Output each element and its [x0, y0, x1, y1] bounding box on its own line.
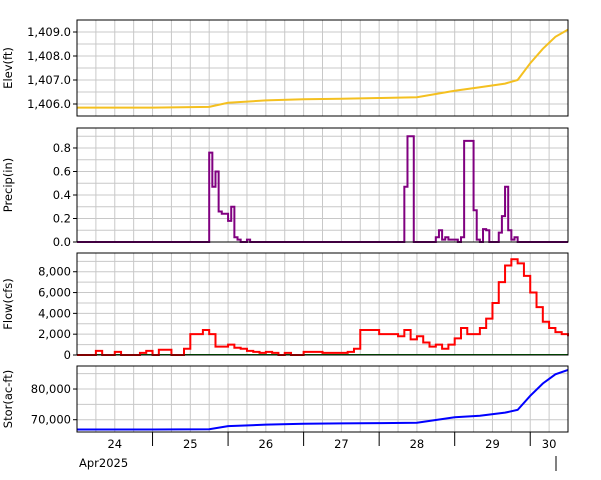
- panels-layer: 1,406.01,407.01,408.01,409.0Elev(ft)0.00…: [1, 19, 569, 433]
- y-tick-label: 1,408.0: [27, 49, 71, 63]
- panel-stor-ac-ft: 70,000 80,000 Stor(ac-ft): [1, 365, 569, 433]
- panel-precip-in: 0.0 0.2 0.4 0.6 0.8 Precip(in): [1, 127, 569, 249]
- x-tick-label: 26: [259, 437, 274, 451]
- x-tick-label: 30: [542, 437, 557, 451]
- series-line-elev-ft: [77, 28, 569, 109]
- y-axis-title: Stor(ac-ft): [1, 370, 15, 428]
- x-tick-label: 27: [334, 437, 349, 451]
- y-tick-label: 80,000: [31, 382, 71, 396]
- x-tick-label: 24: [107, 437, 122, 451]
- y-axis-title: Flow(cfs): [1, 278, 15, 330]
- y-tick-label: 0.8: [53, 141, 71, 155]
- y-tick-label: 1,409.0: [27, 25, 71, 39]
- plot-frame: [76, 127, 569, 243]
- y-tick-label: 6,000: [38, 286, 71, 300]
- plot-frame: [76, 252, 569, 356]
- y-tick-label: 0.0: [53, 235, 71, 249]
- plot-frame: [76, 19, 569, 117]
- y-tick-label: 4,000: [38, 306, 71, 320]
- x-axis: Apr2025 24 25 26 27 28 29 30: [79, 432, 557, 471]
- y-axis-title: Precip(in): [1, 158, 15, 213]
- x-axis-month-label: Apr2025: [79, 456, 128, 470]
- x-tick-label: 28: [410, 437, 425, 451]
- y-axis-title: Elev(ft): [1, 47, 15, 89]
- plot-frame: [76, 365, 569, 433]
- y-tick-label: 0.6: [53, 164, 71, 178]
- y-tick-label: 70,000: [31, 413, 71, 427]
- x-tick-label: 29: [485, 437, 500, 451]
- y-tick-label: 2,000: [38, 327, 71, 341]
- series-line-stor-ac-ft: [77, 369, 569, 431]
- panel-flow-cfs: 0 2,000 4,000 6,000 8,000 Flow(cfs): [1, 252, 569, 362]
- y-tick-label: 0.2: [53, 211, 71, 225]
- y-tick-label: 8,000: [38, 265, 71, 279]
- y-tick-label: 0: [64, 348, 71, 362]
- y-tick-label: 1,407.0: [27, 73, 71, 87]
- y-tick-label: 0.4: [53, 188, 71, 202]
- series-line-precip-in: [77, 135, 568, 243]
- y-tick-label: 1,406.0: [27, 97, 71, 111]
- x-tick-label: 25: [183, 437, 198, 451]
- panel-elev-ft: 1,406.0 1,407.0 1,408.0 1,409.0 Elev(ft): [1, 19, 569, 117]
